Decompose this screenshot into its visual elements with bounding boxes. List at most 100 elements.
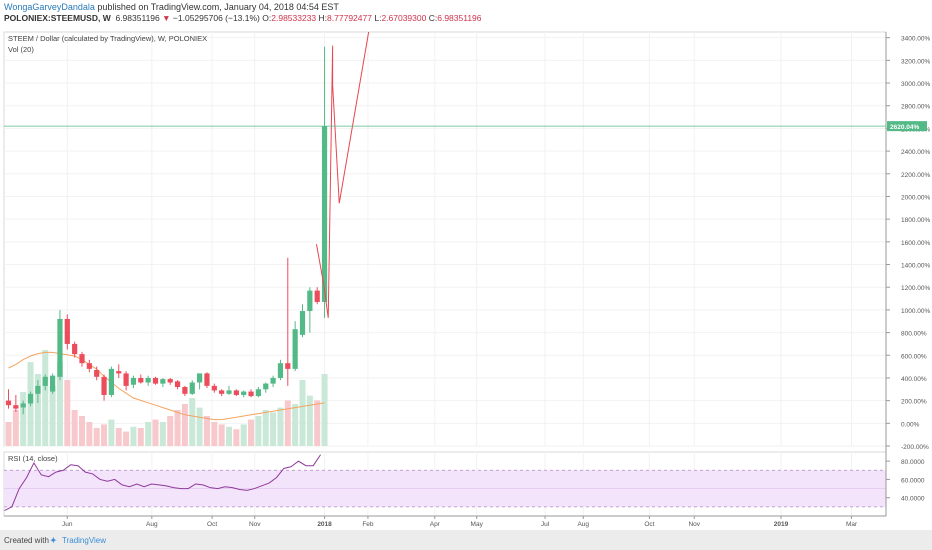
volume-bar xyxy=(270,412,277,446)
candle-body xyxy=(94,370,100,377)
volume-bar xyxy=(262,410,269,446)
open-label: O: xyxy=(262,13,272,23)
tradingview-logo-icon: ✦ xyxy=(50,536,57,545)
y-tick-label: 1800.00% xyxy=(901,217,930,224)
y-tick-label: 2800.00% xyxy=(901,104,930,111)
candle-body xyxy=(219,390,225,394)
volume-bar xyxy=(79,416,85,446)
candle-body xyxy=(138,377,144,383)
y-tick-label: 2000.00% xyxy=(901,194,930,201)
candle-body xyxy=(211,385,217,391)
volume-bar xyxy=(159,422,166,446)
volume-bar xyxy=(71,410,78,446)
candle-body xyxy=(197,373,203,383)
volume-bar xyxy=(101,424,108,446)
main-pane xyxy=(3,31,887,447)
chart-area[interactable]: 3400.00%3200.00%3000.00%2800.00%2600.00%… xyxy=(0,26,932,530)
down-arrow-icon: ▼ xyxy=(162,13,171,23)
volume-bar xyxy=(167,416,174,446)
candle-body xyxy=(160,379,166,384)
x-tick-label: May xyxy=(471,521,484,528)
volume-bar xyxy=(5,422,12,446)
candle-body xyxy=(101,376,107,395)
x-tick-label: Feb xyxy=(362,521,374,528)
volume-bar xyxy=(299,380,306,446)
candle-body xyxy=(314,290,320,302)
candle-body xyxy=(145,377,151,383)
candle-body xyxy=(241,391,247,395)
candle-body xyxy=(108,368,114,395)
y-tick-label: 3200.00% xyxy=(901,58,930,65)
y-tick-label: 0.00% xyxy=(901,421,920,428)
candle-body xyxy=(233,390,239,395)
volume-bar xyxy=(49,386,56,446)
candle-body xyxy=(130,377,137,385)
candle-body xyxy=(167,379,173,383)
volume-bar xyxy=(181,404,188,446)
volume-bar xyxy=(115,428,122,446)
volume-legend: Vol (20) xyxy=(8,45,34,54)
candle-body xyxy=(248,391,254,397)
x-tick-label: Jun xyxy=(62,521,73,528)
x-tick-label: Oct xyxy=(207,521,217,528)
volume-bar xyxy=(248,419,255,446)
volume-bar xyxy=(93,428,100,446)
candle-body xyxy=(35,385,41,394)
candle-body xyxy=(263,383,269,390)
volume-bar xyxy=(123,431,130,446)
candle-body xyxy=(277,363,284,378)
y-tick-label: 1000.00% xyxy=(901,308,930,315)
y-tick-label: 2400.00% xyxy=(901,149,930,156)
x-tick-label: Aug xyxy=(577,521,589,528)
price-change: −1.05295706 (−13.1%) xyxy=(172,13,260,23)
symbol-header: POLONIEX:STEEMUSD, W 6.98351196 ▼ −1.052… xyxy=(4,13,482,23)
rsi-tick-label: 60.0000 xyxy=(901,477,925,484)
high-label: H: xyxy=(318,13,328,23)
y-tick-label: 3000.00% xyxy=(901,81,930,88)
low-label: L: xyxy=(374,13,382,23)
y-tick-label: 1600.00% xyxy=(901,240,930,247)
volume-bar xyxy=(64,380,71,446)
author-link[interactable]: WongaGarveyDandala xyxy=(4,2,95,12)
candle-body xyxy=(20,403,26,408)
x-tick-label: Nov xyxy=(249,521,261,528)
volume-bar xyxy=(42,350,49,446)
y-tick-label: 1400.00% xyxy=(901,263,930,270)
volume-bar xyxy=(218,424,225,446)
tradingview-brand[interactable]: TradingView xyxy=(62,536,107,545)
volume-bar xyxy=(174,410,181,446)
publish-header: WongaGarveyDandala published on TradingV… xyxy=(4,2,339,12)
volume-bar xyxy=(137,428,144,446)
y-tick-label: 1200.00% xyxy=(901,285,930,292)
candle-body xyxy=(5,400,12,406)
y-tick-label: 800.00% xyxy=(901,331,927,338)
symbol-name[interactable]: POLONIEX:STEEMUSD, W xyxy=(4,13,111,23)
volume-bar xyxy=(20,392,27,446)
volume-bar xyxy=(255,416,262,446)
rsi-tick-label: 40.0000 xyxy=(901,496,925,503)
candle-body xyxy=(79,354,85,364)
low-value: 2.67039300 xyxy=(381,13,427,23)
trend-line xyxy=(315,31,370,318)
x-tick-label: Oct xyxy=(644,521,654,528)
candle-body xyxy=(174,381,181,388)
candle-body xyxy=(64,318,70,344)
candle-body xyxy=(152,377,159,384)
volume-bar xyxy=(34,374,41,446)
volume-bar xyxy=(226,426,232,446)
rsi-tick-label: 80.0000 xyxy=(901,459,925,466)
candle-body xyxy=(255,389,261,397)
x-tick-label: Apr xyxy=(430,521,441,528)
candle-body xyxy=(27,393,34,404)
volume-bar xyxy=(145,422,152,446)
candle-body xyxy=(299,311,306,335)
volume-bar xyxy=(284,400,291,446)
candle-body xyxy=(189,382,195,394)
high-value: 8.77792477 xyxy=(327,13,372,23)
candle-body xyxy=(72,343,78,355)
volume-bar xyxy=(277,407,284,446)
candle-body xyxy=(307,290,313,312)
volume-bar xyxy=(12,410,19,446)
volume-bar xyxy=(152,419,159,446)
candle-body xyxy=(270,377,276,384)
